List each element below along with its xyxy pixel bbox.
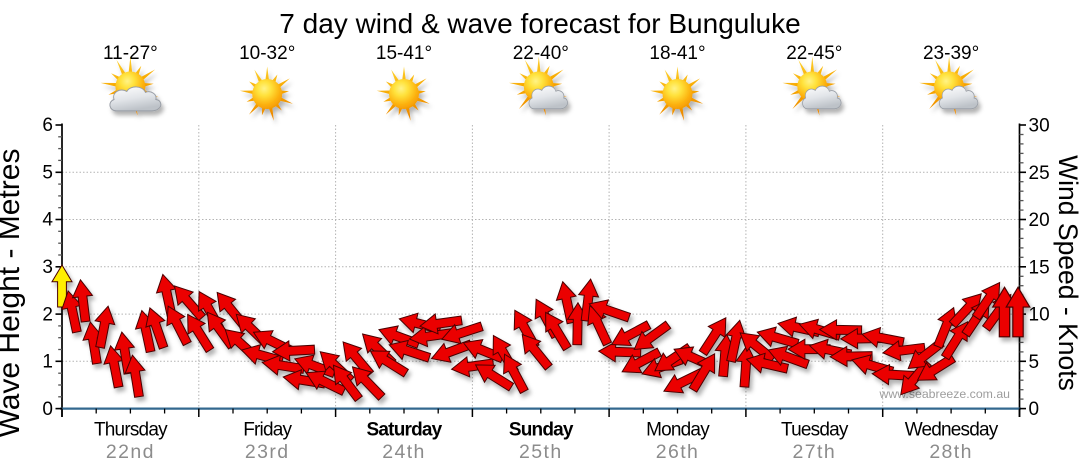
svg-text:0: 0: [1029, 399, 1040, 420]
svg-text:5: 5: [42, 163, 53, 184]
svg-text:0: 0: [42, 399, 53, 420]
svg-text:15: 15: [1029, 257, 1050, 278]
svg-text:22-45°: 22-45°: [786, 43, 842, 64]
svg-text:25th: 25th: [519, 441, 563, 463]
svg-text:3: 3: [42, 257, 53, 278]
svg-text:27th: 27th: [793, 441, 837, 463]
svg-text:10: 10: [1029, 305, 1050, 326]
svg-text:15-41°: 15-41°: [376, 43, 432, 64]
svg-text:30: 30: [1029, 116, 1050, 137]
svg-text:2: 2: [42, 304, 53, 325]
svg-text:Friday: Friday: [243, 420, 292, 441]
svg-text:Sunday: Sunday: [509, 420, 574, 441]
svg-text:7 day wind & wave forecast for: 7 day wind & wave forecast for Bunguluke: [279, 8, 800, 39]
svg-text:26th: 26th: [656, 441, 700, 463]
svg-text:Wednesday: Wednesday: [905, 420, 999, 441]
svg-text:11-27°: 11-27°: [103, 43, 158, 64]
svg-text:Wave Height - Metres: Wave Height - Metres: [0, 149, 26, 438]
svg-text:22-40°: 22-40°: [513, 43, 569, 64]
svg-text:Saturday: Saturday: [367, 420, 443, 441]
svg-text:25: 25: [1029, 163, 1050, 184]
svg-text:24th: 24th: [382, 441, 426, 463]
svg-text:23rd: 23rd: [245, 441, 290, 463]
svg-text:22nd: 22nd: [106, 441, 155, 463]
svg-text:6: 6: [42, 115, 53, 136]
svg-text:5: 5: [1029, 352, 1040, 373]
svg-text:10-32°: 10-32°: [239, 43, 295, 64]
svg-text:18-41°: 18-41°: [649, 43, 705, 64]
svg-text:23-39°: 23-39°: [923, 43, 979, 64]
svg-text:20: 20: [1029, 210, 1050, 231]
svg-text:Monday: Monday: [646, 420, 710, 441]
svg-text:Wind Speed - Knots: Wind Speed - Knots: [1053, 155, 1080, 391]
svg-text:28th: 28th: [929, 441, 973, 463]
svg-text:1: 1: [42, 352, 53, 373]
svg-text:Tuesday: Tuesday: [781, 420, 849, 441]
svg-text:Thursday: Thursday: [94, 420, 168, 441]
svg-text:www.seabreeze.com.au: www.seabreeze.com.au: [878, 387, 1010, 401]
svg-text:4: 4: [42, 210, 53, 231]
